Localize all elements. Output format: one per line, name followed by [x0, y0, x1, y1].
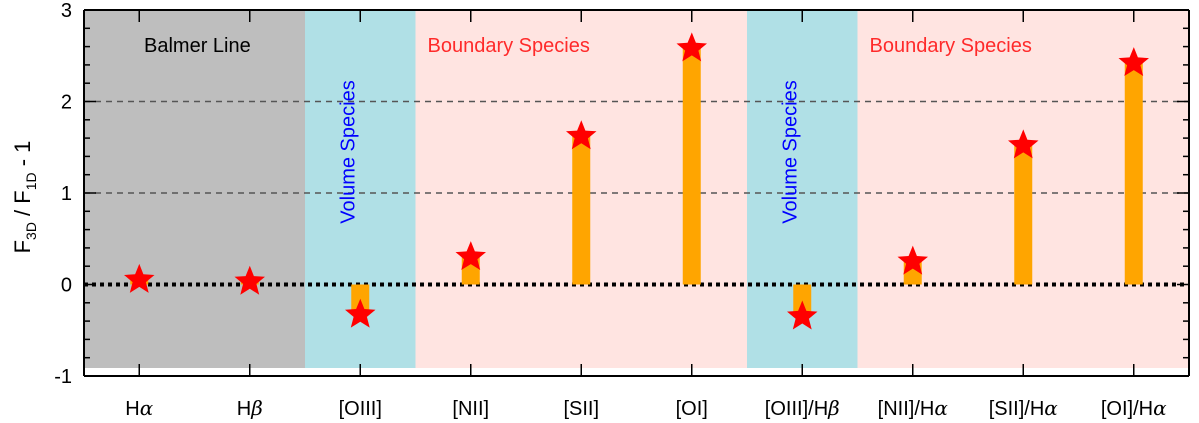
region-background: [84, 10, 305, 368]
x-tick-label: Hβ: [237, 396, 263, 420]
star-marker: [1008, 129, 1039, 159]
bar-layer: [130, 48, 1143, 317]
bar: [1124, 63, 1143, 285]
y-axis-label: F3D / F1D - 1: [10, 141, 39, 254]
star-marker: [787, 300, 818, 330]
bar: [682, 48, 701, 285]
region-label: Volume Species: [779, 80, 801, 223]
x-tick-label: [NII]: [452, 398, 489, 420]
x-tick-label: [SII]: [563, 398, 599, 420]
x-tick-label: [OI]/Hα: [1101, 396, 1167, 420]
x-tick-label: [SII]/Hα: [989, 396, 1059, 420]
region-label: Volume Species: [337, 80, 359, 223]
region-label: Boundary Species: [428, 35, 590, 57]
y-tick-label: -1: [54, 366, 72, 388]
y-tick-label: 3: [61, 0, 72, 22]
star-marker: [455, 241, 486, 270]
x-tick-label: [OI]: [676, 398, 708, 420]
y-tick-label: 0: [61, 275, 72, 297]
reference-line-layer: [84, 100, 1189, 287]
star-marker: [124, 263, 155, 293]
y-tick-label: 2: [61, 92, 72, 114]
region-label: Balmer Line: [144, 35, 251, 57]
star-marker: [897, 245, 928, 275]
star-marker: [566, 120, 597, 150]
x-tick-label: [NII]/Hα: [878, 396, 949, 420]
bar: [1014, 145, 1033, 285]
star-marker: [1118, 47, 1149, 76]
marker-layer: [124, 32, 1149, 330]
x-tick-label: [OIII]: [339, 398, 382, 420]
bar: [793, 284, 812, 317]
star-marker: [676, 32, 707, 62]
x-tick-label: Hα: [125, 396, 153, 420]
y-tick-label: 1: [61, 183, 72, 205]
bar: [572, 136, 591, 285]
label-layer: Balmer Line Volume Species Boundary Specie…: [144, 35, 1032, 224]
star-marker: [345, 298, 376, 328]
x-tick-label: [OIII]/Hβ: [765, 396, 840, 420]
axes: -1 0 1 2 3 Hα Hβ [OIII] [NII] [SII] [OI] [OIII]/Hβ […: [54, 0, 1190, 420]
star-marker: [234, 265, 265, 295]
region-label: Boundary Species: [870, 35, 1032, 57]
